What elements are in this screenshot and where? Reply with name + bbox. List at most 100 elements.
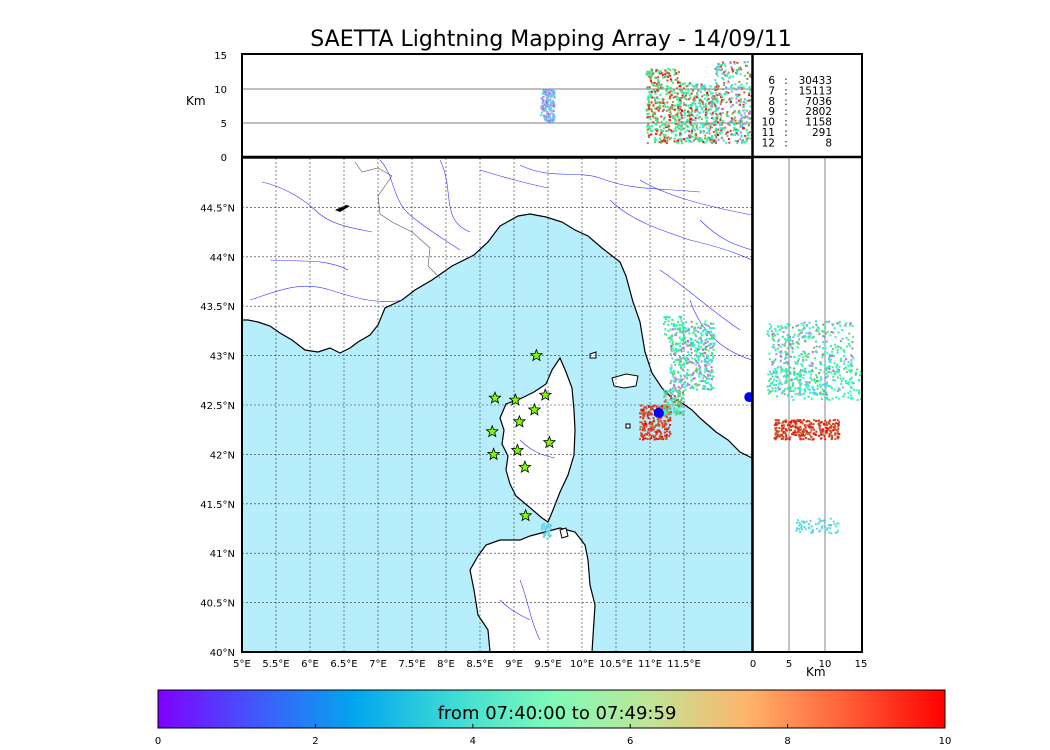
side-point [791,383,794,386]
side-point [774,348,777,351]
map-point [677,403,680,406]
side-point [781,424,784,427]
top-point [741,119,744,122]
map-point [642,423,645,426]
side-point [780,437,783,440]
side-point [775,375,778,378]
map-point [679,392,682,395]
top-point [705,110,708,113]
top-point [677,100,680,103]
side-point [854,373,857,376]
map-point [693,344,696,347]
map-point [677,370,680,373]
top-point [657,86,660,89]
side-point [827,427,830,430]
side-point [831,387,834,390]
map-point [672,340,675,343]
top-point [543,107,546,110]
top-point [651,91,654,94]
top-point [722,139,725,142]
top-point [676,95,679,98]
top-point [713,96,716,99]
map-point [647,405,650,408]
map-point [709,322,712,325]
top-point [701,123,704,126]
top-point [657,101,660,104]
map-point [665,316,668,319]
side-point [823,335,826,338]
side-point [802,438,805,441]
side-point [805,420,808,423]
top-point [676,103,679,106]
side-point [795,325,798,328]
map-point [704,348,707,351]
side-point [799,421,802,424]
side-point [816,376,819,379]
top-point [731,104,734,107]
top-point [721,120,724,123]
map-point [673,349,676,352]
map-point [546,529,549,532]
side-point [790,419,793,422]
top-point [714,120,717,123]
map-point [674,386,677,389]
side-point [852,357,855,360]
top-point [648,136,651,139]
map-point [710,388,713,391]
top-point [715,136,718,139]
top-point [651,115,654,118]
side-point [830,430,833,433]
top-point [676,116,679,119]
map-point [682,356,685,359]
top-point [678,81,681,84]
map-point [703,363,706,366]
side-point [804,426,807,429]
top-point [744,64,747,67]
top-point [672,89,675,92]
top-point [719,121,722,124]
map-point [642,415,645,418]
side-point [805,371,808,374]
top-point [707,136,710,139]
top-point [711,139,714,142]
map-point [705,364,708,367]
map-x-tick-label: 11°E [638,659,662,670]
top-point [694,117,697,120]
top-point [673,108,676,111]
map-point [664,423,667,426]
map-point [704,358,707,361]
count-separator: : [784,75,788,87]
top-point [668,119,671,122]
top-point [735,132,738,135]
top-point [669,75,672,78]
map-point [652,434,655,437]
side-point [777,325,780,328]
top-point [684,131,687,134]
map-point [669,382,672,385]
side-point [802,428,805,431]
top-point [734,119,737,122]
top-point [693,128,696,131]
map-point [643,427,646,430]
side-point [781,326,784,329]
top-point [747,131,750,134]
top-point [697,140,700,143]
colorbar-tick-label: 0 [155,736,161,747]
top-point [680,128,683,131]
top-point [730,133,733,136]
side-point [776,430,779,433]
side-point [825,430,828,433]
map-point [666,430,669,433]
top-point [544,119,547,122]
top-point [720,63,723,66]
side-point [802,430,805,433]
top-point [747,124,750,127]
top-point [544,94,547,97]
top-point [704,113,707,116]
top-point [680,110,683,113]
top-point [710,108,713,111]
map-point [658,417,661,420]
top-point [676,113,679,116]
top-point [738,103,741,106]
side-point [839,346,842,349]
